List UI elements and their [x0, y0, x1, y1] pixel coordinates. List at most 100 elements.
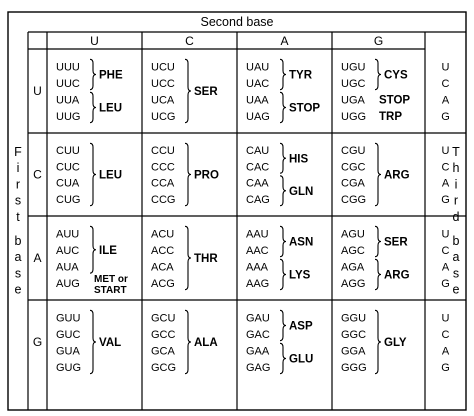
codon-aaa: AAA — [246, 261, 269, 273]
bracket — [279, 58, 287, 91]
codon-uaa: UAA — [246, 94, 269, 106]
codon-acu: ACU — [151, 228, 174, 240]
codon-aua: AUA — [56, 261, 79, 273]
bracket — [279, 175, 287, 207]
codon-cga: CGA — [341, 178, 366, 190]
bracket — [279, 342, 287, 375]
amino-acid-phe: PHE — [99, 70, 123, 82]
codon-ggu: GGU — [341, 312, 366, 324]
third-base-a: A — [442, 178, 450, 190]
codon-uga: UGA — [341, 94, 366, 106]
amino-acid-ser: SER — [194, 86, 218, 98]
codon-gcu: GCU — [151, 312, 176, 324]
first-base-u: U — [33, 84, 42, 98]
bracket — [279, 309, 287, 342]
amino-acid-arg: ARG — [384, 270, 410, 282]
codon-ugg: UGG — [341, 111, 366, 123]
codon-uau: UAU — [246, 61, 269, 73]
bracket — [89, 309, 97, 375]
codon-uug: UUG — [56, 111, 80, 123]
codon-gac: GAC — [246, 329, 270, 341]
codon-cuu: CUU — [56, 145, 80, 157]
bracket — [184, 142, 192, 207]
amino-acid-thr: THR — [194, 253, 218, 265]
amino-acid-his: HIS — [289, 153, 309, 165]
third-base-a: A — [442, 94, 450, 106]
codon-gca: GCA — [151, 345, 176, 357]
codon-cua: CUA — [56, 178, 80, 190]
codon-uuu: UUU — [56, 61, 80, 73]
codon-cag: CAG — [246, 194, 270, 206]
codon-gua: GUA — [56, 345, 81, 357]
amino-acid-pro: PRO — [194, 170, 219, 182]
amino-acid-ser: SER — [384, 237, 408, 249]
third-base-u: U — [442, 312, 450, 324]
amino-acid-cys: CYS — [384, 70, 408, 82]
codon-aac: AAC — [246, 245, 269, 257]
codon-ugc: UGC — [341, 78, 366, 90]
amino-acid-val: VAL — [99, 337, 121, 349]
amino-acid-leu: LEU — [99, 103, 122, 115]
bracket — [374, 258, 382, 291]
codon-uag: UAG — [246, 111, 270, 123]
codon-caa: CAA — [246, 178, 269, 190]
third-base-g: G — [441, 111, 450, 123]
bracket — [374, 309, 382, 375]
amino-acid-asn: ASN — [289, 237, 313, 249]
codon-uca: UCA — [151, 94, 175, 106]
codon-uac: UAC — [246, 78, 269, 90]
third-base-a: A — [442, 345, 450, 357]
codon-agg: AGG — [341, 278, 365, 290]
codon-guu: GUU — [56, 312, 81, 324]
bracket — [374, 225, 382, 258]
amino-acid-gln: GLN — [289, 186, 313, 198]
codon-ggg: GGG — [341, 362, 367, 374]
amino-acid-stop: STOP — [379, 94, 410, 106]
first-base-g: G — [33, 335, 42, 349]
codon-uua: UUA — [56, 94, 80, 106]
codon-ccu: CCU — [151, 145, 175, 157]
second-base-header-c: C — [185, 34, 194, 48]
bracket — [89, 91, 97, 124]
third-base-c: C — [442, 78, 450, 90]
table-title: Second base — [201, 15, 274, 29]
bracket — [279, 91, 287, 124]
amino-acid-asp: ASP — [289, 321, 313, 333]
codon-ccc: CCC — [151, 161, 175, 173]
third-base-c: C — [442, 245, 450, 257]
third-base-g: G — [441, 194, 450, 206]
codon-auc: AUC — [56, 245, 79, 257]
codon-cac: CAC — [246, 161, 269, 173]
codon-cca: CCA — [151, 178, 175, 190]
codon-acg: ACG — [151, 278, 175, 290]
bracket — [184, 58, 192, 124]
codon-ggc: GGC — [341, 329, 366, 341]
amino-acid-met-or-start: MET or START — [94, 274, 128, 296]
codon-auu: AUU — [56, 228, 79, 240]
codon-gug: GUG — [56, 362, 81, 374]
amino-acid-glu: GLU — [289, 354, 313, 366]
third-base-c: C — [442, 329, 450, 341]
bracket — [279, 142, 287, 174]
third-base-a: A — [442, 261, 450, 273]
codon-aga: AGA — [341, 261, 365, 273]
codon-cug: CUG — [56, 194, 80, 206]
codon-cgc: CGC — [341, 161, 366, 173]
codon-gcg: GCG — [151, 362, 176, 374]
bracket — [374, 142, 382, 207]
third-base-g: G — [441, 278, 450, 290]
codon-gag: GAG — [246, 362, 270, 374]
codon-aca: ACA — [151, 261, 174, 273]
first-base-a: A — [33, 251, 41, 265]
amino-acid-stop: STOP — [289, 103, 320, 115]
codon-cau: CAU — [246, 145, 269, 157]
bracket — [184, 225, 192, 291]
codon-gau: GAU — [246, 312, 270, 324]
codon-ucg: UCG — [151, 111, 175, 123]
codon-ucc: UCC — [151, 78, 175, 90]
amino-acid-leu: LEU — [99, 170, 122, 182]
second-base-header-a: A — [280, 34, 288, 48]
